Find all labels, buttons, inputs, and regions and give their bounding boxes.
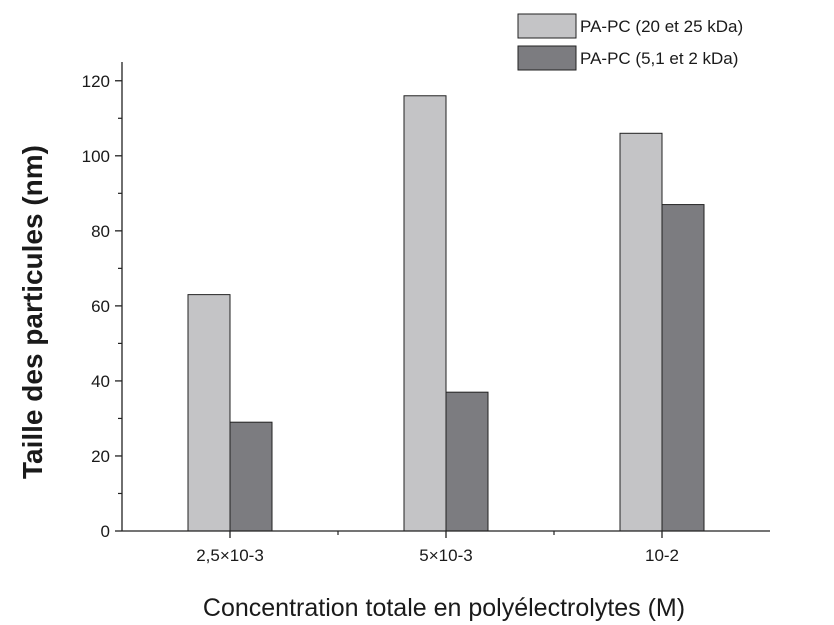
y-axis-title: Taille des particules (nm) [17,145,48,479]
y-tick-label: 120 [82,72,110,91]
y-tick-label: 0 [101,522,110,541]
x-tick-label: 2,5×10-3 [196,546,264,565]
x-axis-title: Concentration totale en polyélectrolytes… [203,594,685,622]
y-tick-label: 60 [91,297,110,316]
y-tick-label: 20 [91,447,110,466]
y-tick-label: 80 [91,222,110,241]
x-ticks: 2,5×10-3 5×10-3 10-2 [196,531,679,565]
bars-layer [187,95,705,532]
legend-label-series-2: PA-PC (5,1 et 2 kDa) [580,49,738,68]
bar-series-1-cat-3 [619,132,663,532]
bar-series-2-cat-1 [229,421,273,532]
x-tick-label: 5×10-3 [419,546,472,565]
bar-series-2-cat-2 [445,391,489,532]
legend-label-series-1: PA-PC (20 et 25 kDa) [580,17,743,36]
legend: PA-PC (20 et 25 kDa) PA-PC (5,1 et 2 kDa… [517,13,743,71]
y-tick-label: 40 [91,372,110,391]
bar-series-2-cat-3 [661,204,705,532]
y-ticks: 0 20 40 60 80 100 120 [82,72,122,541]
legend-swatch-series-1 [517,13,577,39]
x-tick-label: 10-2 [645,546,679,565]
bar-series-1-cat-1 [187,294,231,532]
bar-series-1-cat-2 [403,95,447,532]
legend-swatch-series-2 [517,45,577,71]
y-tick-label: 100 [82,147,110,166]
